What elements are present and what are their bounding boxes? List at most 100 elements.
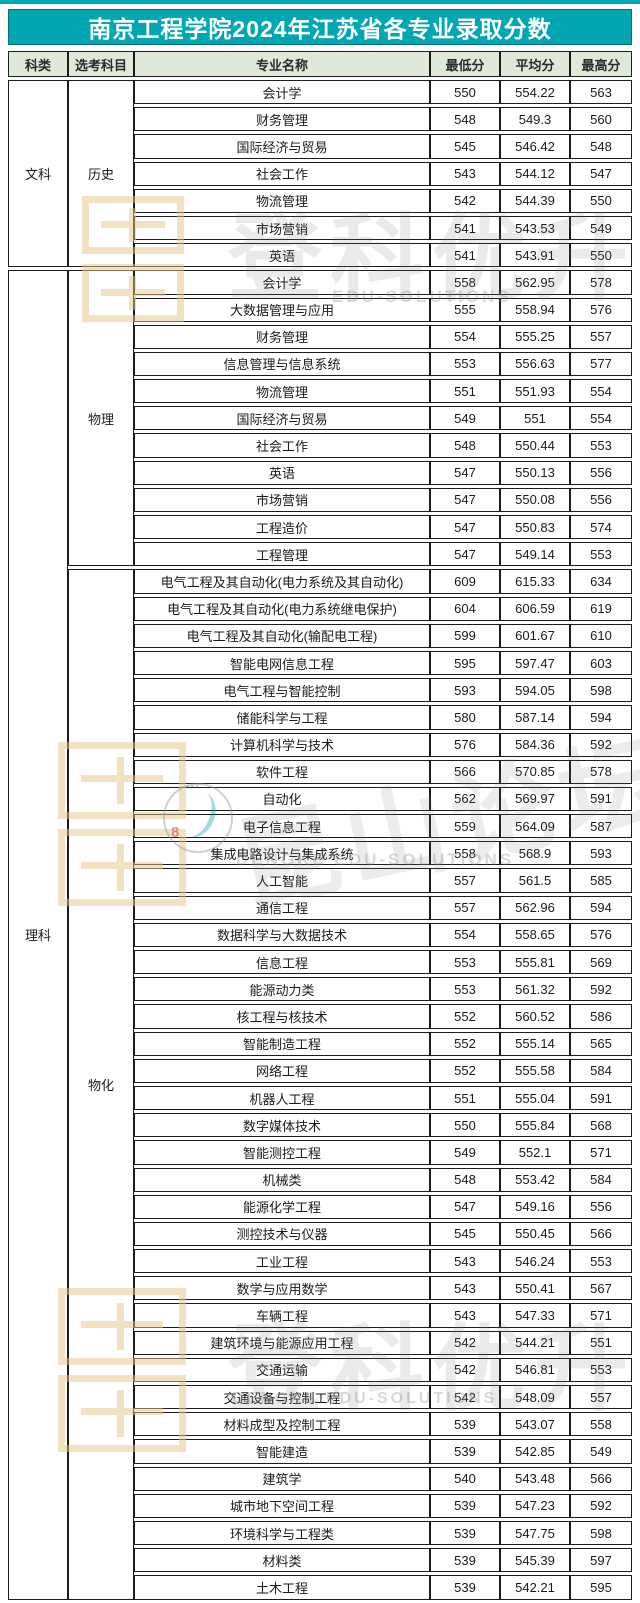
major-cell: 社会工作 — [134, 433, 430, 458]
major-cell: 国际经济与贸易 — [134, 406, 430, 431]
max-score-cell: 591 — [570, 786, 632, 812]
min-score-cell: 547 — [430, 515, 500, 540]
max-score-cell: 571 — [570, 1140, 632, 1165]
table-row: 工业工程 543 546.24 553 — [8, 1249, 632, 1274]
min-score-cell: 539 — [430, 1493, 500, 1518]
major-cell: 交通运输 — [134, 1357, 430, 1382]
min-score-cell: 557 — [430, 895, 500, 920]
major-cell: 英语 — [134, 243, 430, 268]
table-row: 电子信息工程 559 564.09 587 — [8, 814, 632, 839]
table-row: 材料成型及控制工程 539 543.07 558 — [8, 1412, 632, 1437]
avg-score-cell: 547.23 — [500, 1493, 570, 1518]
max-score-cell: 587 — [570, 814, 632, 839]
major-cell: 智能建造 — [134, 1439, 430, 1464]
avg-score-cell: 548.09 — [500, 1385, 570, 1410]
major-cell: 物流管理 — [134, 188, 430, 213]
max-score-cell: 569 — [570, 950, 632, 975]
avg-score-cell: 568.9 — [500, 841, 570, 866]
min-score-cell: 558 — [430, 841, 500, 866]
table-row: 能源化学工程 547 549.16 556 — [8, 1194, 632, 1219]
min-score-cell: 554 — [430, 922, 500, 947]
table-row: 财务管理 548 549.3 560 — [8, 107, 632, 132]
category-cell: 文科 — [8, 80, 68, 268]
table-row: 电气工程及其自动化(电力系统继电保护) 604 606.59 619 — [8, 596, 632, 621]
major-cell: 财务管理 — [134, 107, 430, 132]
major-cell: 电气工程及其自动化(电力系统继电保护) — [134, 596, 430, 621]
min-score-cell: 539 — [430, 1520, 500, 1546]
max-score-cell: 598 — [570, 678, 632, 703]
min-score-cell: 553 — [430, 351, 500, 377]
major-cell: 电气工程及其自动化(电力系统及其自动化) — [134, 569, 430, 594]
major-cell: 环境科学与工程类 — [134, 1520, 430, 1546]
table-row: 环境科学与工程类 539 547.75 598 — [8, 1520, 632, 1546]
avg-score-cell: 569.97 — [500, 786, 570, 812]
max-score-cell: 551 — [570, 1330, 632, 1355]
min-score-cell: 552 — [430, 1058, 500, 1083]
table-row: 工程管理 547 549.14 553 — [8, 542, 632, 567]
max-score-cell: 553 — [570, 1249, 632, 1274]
max-score-cell: 556 — [570, 487, 632, 512]
min-score-cell: 543 — [430, 1276, 500, 1301]
min-score-cell: 548 — [430, 433, 500, 458]
major-cell: 物流管理 — [134, 379, 430, 404]
min-score-cell: 552 — [430, 1004, 500, 1029]
major-cell: 电子信息工程 — [134, 814, 430, 839]
major-cell: 智能电网信息工程 — [134, 650, 430, 676]
major-cell: 储能科学与工程 — [134, 705, 430, 730]
max-score-cell: 558 — [570, 1412, 632, 1437]
major-cell: 网络工程 — [134, 1058, 430, 1083]
table-row: 能源动力类 553 561.32 592 — [8, 977, 632, 1002]
avg-score-cell: 550.41 — [500, 1276, 570, 1301]
min-score-cell: 566 — [430, 759, 500, 784]
min-score-cell: 542 — [430, 1357, 500, 1382]
max-score-cell: 594 — [570, 895, 632, 920]
major-cell: 人工智能 — [134, 868, 430, 893]
max-score-cell: 566 — [570, 1466, 632, 1491]
min-score-cell: 540 — [430, 1466, 500, 1491]
min-score-cell: 542 — [430, 1385, 500, 1410]
max-score-cell: 566 — [570, 1221, 632, 1247]
max-score-cell: 553 — [570, 1357, 632, 1382]
max-score-cell: 592 — [570, 1493, 632, 1518]
table-row: 自动化 562 569.97 591 — [8, 786, 632, 812]
min-score-cell: 539 — [430, 1439, 500, 1464]
avg-score-cell: 543.07 — [500, 1412, 570, 1437]
top-accent-strip — [0, 0, 640, 4]
table-row: 核工程与核技术 552 560.52 586 — [8, 1004, 632, 1029]
max-score-cell: 563 — [570, 80, 632, 105]
max-score-cell: 557 — [570, 324, 632, 349]
min-score-cell: 539 — [430, 1548, 500, 1573]
min-score-cell: 554 — [430, 324, 500, 349]
page-title: 南京工程学院2024年江苏省各专业录取分数 — [88, 16, 552, 42]
major-cell: 电气工程与智能控制 — [134, 678, 430, 703]
major-cell: 测控技术与仪器 — [134, 1221, 430, 1247]
table-row: 电气工程及其自动化(输配电工程) 599 601.67 610 — [8, 623, 632, 648]
min-score-cell: 553 — [430, 977, 500, 1002]
min-score-cell: 548 — [430, 1167, 500, 1192]
min-score-cell: 551 — [430, 379, 500, 404]
col-header-major: 专业名称 — [134, 51, 430, 77]
major-cell: 数据科学与大数据技术 — [134, 922, 430, 947]
major-cell: 会计学 — [134, 270, 430, 295]
max-score-cell: 568 — [570, 1113, 632, 1138]
max-score-cell: 548 — [570, 134, 632, 159]
max-score-cell: 578 — [570, 759, 632, 784]
min-score-cell: 576 — [430, 732, 500, 757]
major-cell: 建筑环境与能源应用工程 — [134, 1330, 430, 1355]
avg-score-cell: 554.22 — [500, 80, 570, 105]
avg-score-cell: 555.25 — [500, 324, 570, 349]
major-cell: 数学与应用数学 — [134, 1276, 430, 1301]
avg-score-cell: 545.39 — [500, 1548, 570, 1573]
col-header-min-score: 最低分 — [430, 51, 500, 77]
major-cell: 集成电路设计与集成系统 — [134, 841, 430, 866]
major-cell: 信息工程 — [134, 950, 430, 975]
table-row: 电气工程与智能控制 593 594.05 598 — [8, 678, 632, 703]
avg-score-cell: 543.53 — [500, 215, 570, 241]
table-row: 集成电路设计与集成系统 558 568.9 593 — [8, 841, 632, 866]
table-row: 社会工作 543 544.12 547 — [8, 161, 632, 186]
max-score-cell: 584 — [570, 1167, 632, 1192]
min-score-cell: 550 — [430, 1113, 500, 1138]
table-row: 社会工作 548 550.44 553 — [8, 433, 632, 458]
table-header-row: 科类 选考科目 专业名称 最低分 平均分 最高分 — [8, 51, 632, 77]
table-row: 建筑环境与能源应用工程 542 544.21 551 — [8, 1330, 632, 1355]
